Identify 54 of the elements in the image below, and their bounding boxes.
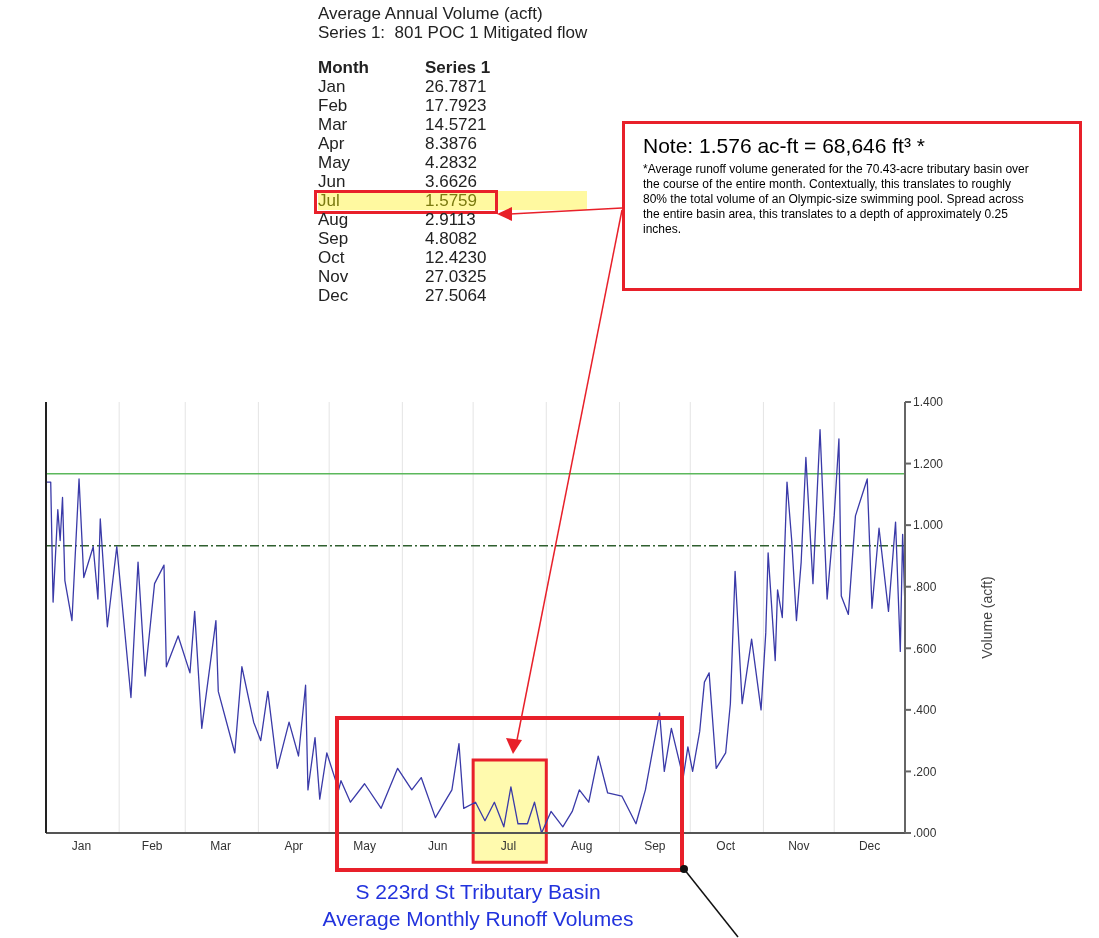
category-label: Oct bbox=[318, 248, 346, 267]
text: Note: 1.576 ac-ft = 68,646 ft³ * bbox=[643, 134, 926, 158]
y-axis-title: Volume (acft) bbox=[978, 576, 995, 659]
category-label: Mar bbox=[318, 115, 349, 134]
x-tick-label: Jul bbox=[500, 838, 517, 853]
x-tick-label: Apr bbox=[284, 838, 304, 853]
text: Series 1: 801 POC 1 Mitigated flow bbox=[318, 23, 588, 42]
category-label: Aug bbox=[318, 210, 350, 229]
y-tick-label: .000 bbox=[913, 826, 937, 841]
x-tick-label: Jun bbox=[428, 838, 448, 853]
x-tick-label: Sep bbox=[644, 838, 666, 853]
data-label: 4.8082 bbox=[425, 229, 477, 248]
x-tick-label: Aug bbox=[571, 838, 593, 853]
line-series bbox=[46, 429, 905, 833]
y-tick-label: 1.200 bbox=[913, 456, 944, 471]
category-label: Apr bbox=[318, 134, 346, 153]
data-label: 14.5721 bbox=[425, 115, 487, 134]
y-tick-label: 1.400 bbox=[913, 395, 944, 410]
data-label: 2.9113 bbox=[425, 210, 476, 229]
y-tick-label: .800 bbox=[913, 579, 937, 594]
x-tick-label: Mar bbox=[210, 838, 231, 853]
category-label: Feb bbox=[318, 96, 349, 115]
category-label: Nov bbox=[318, 267, 350, 286]
category-label: Dec bbox=[318, 286, 350, 305]
category-label: Jan bbox=[318, 77, 347, 96]
x-tick-label: Jan bbox=[71, 838, 92, 853]
data-label: 8.3876 bbox=[425, 134, 477, 153]
x-tick-label: Nov bbox=[788, 838, 810, 853]
category-label: Sep bbox=[318, 229, 350, 248]
data-label: 1.5759 bbox=[425, 191, 477, 210]
text: *Average runoff volume generated for the 70.43-acre tributary basin over the course of the entire month. Contextually, this translates to roughly 80% the total volume of an Olympic-size swimming pool. Spread across the entire basin area, this translates to a depth of approximately 0.25 inches. bbox=[643, 162, 1030, 237]
data-label: 26.7871 bbox=[425, 77, 487, 96]
text: Series 1 bbox=[425, 58, 491, 77]
y-tick-label: .600 bbox=[913, 641, 937, 656]
y-tick-label: .200 bbox=[913, 764, 937, 779]
data-label: 17.7923 bbox=[425, 96, 487, 115]
category-label: Jul bbox=[318, 191, 341, 210]
text: Month bbox=[318, 58, 370, 77]
x-tick-label: May bbox=[353, 838, 376, 853]
x-tick-label: Oct bbox=[716, 838, 736, 853]
data-label: 3.6626 bbox=[425, 172, 477, 191]
data-label: 4.2832 bbox=[425, 153, 477, 172]
y-tick-label: .400 bbox=[913, 703, 937, 718]
x-tick-label: Dec bbox=[858, 838, 881, 853]
data-label: 27.0325 bbox=[425, 267, 487, 286]
text: Average Annual Volume (acft) bbox=[318, 4, 544, 23]
text: Average Monthly Runoff Volumes bbox=[321, 906, 635, 932]
category-label: May bbox=[318, 153, 352, 172]
text: S 223rd St Tributary Basin bbox=[354, 879, 602, 905]
y-tick-label: 1.000 bbox=[913, 518, 944, 533]
x-tick-label: Feb bbox=[141, 838, 163, 853]
data-label: 27.5064 bbox=[425, 286, 487, 305]
data-label: 12.4230 bbox=[425, 248, 487, 267]
category-label: Jun bbox=[318, 172, 347, 191]
